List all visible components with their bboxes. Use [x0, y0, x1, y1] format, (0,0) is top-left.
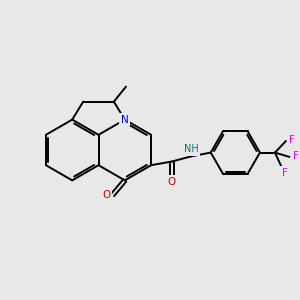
Text: F: F: [289, 135, 295, 145]
Text: O: O: [102, 190, 110, 200]
Text: O: O: [167, 177, 176, 187]
Text: NH: NH: [184, 144, 199, 154]
Text: F: F: [293, 151, 299, 161]
Text: F: F: [282, 168, 288, 178]
Text: N: N: [121, 115, 129, 124]
